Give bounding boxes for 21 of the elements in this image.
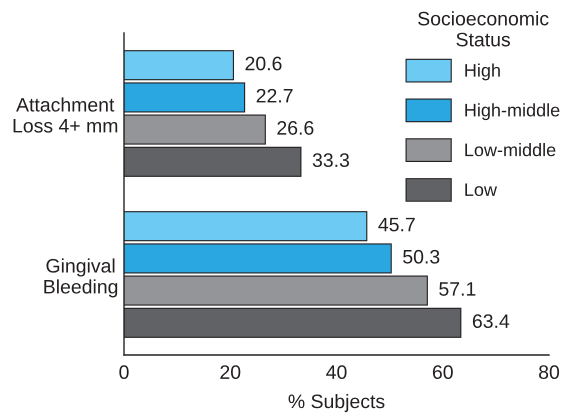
data-label: 26.6 [277, 121, 314, 135]
data-label: 57.1 [439, 282, 476, 296]
x-axis-title: % Subjects [288, 394, 384, 412]
y-tick-label: Gingival Bleeding [44, 258, 118, 298]
legend-label: Low-middle [465, 143, 556, 156]
x-tick-label: 0 [119, 365, 129, 380]
x-tick-label: 80 [539, 365, 560, 380]
legend-label: Low [465, 183, 498, 196]
x-tick-label: 40 [326, 365, 347, 380]
legend-title: Socioeconomic Status [418, 11, 549, 46]
data-label: 22.7 [256, 88, 293, 102]
legend-label: High [465, 63, 500, 80]
data-label: 33.3 [312, 153, 350, 168]
data-label: 45.7 [378, 218, 415, 232]
y-tick-label: Attachment Loss 4+ mm [14, 97, 118, 133]
x-tick-label: 60 [432, 365, 453, 380]
data-label: 50.3 [403, 250, 440, 264]
x-tick-label: 20 [220, 365, 240, 380]
legend-label: High-middle [465, 103, 560, 120]
data-label: 20.6 [246, 56, 282, 70]
data-label: 63.4 [472, 314, 510, 328]
